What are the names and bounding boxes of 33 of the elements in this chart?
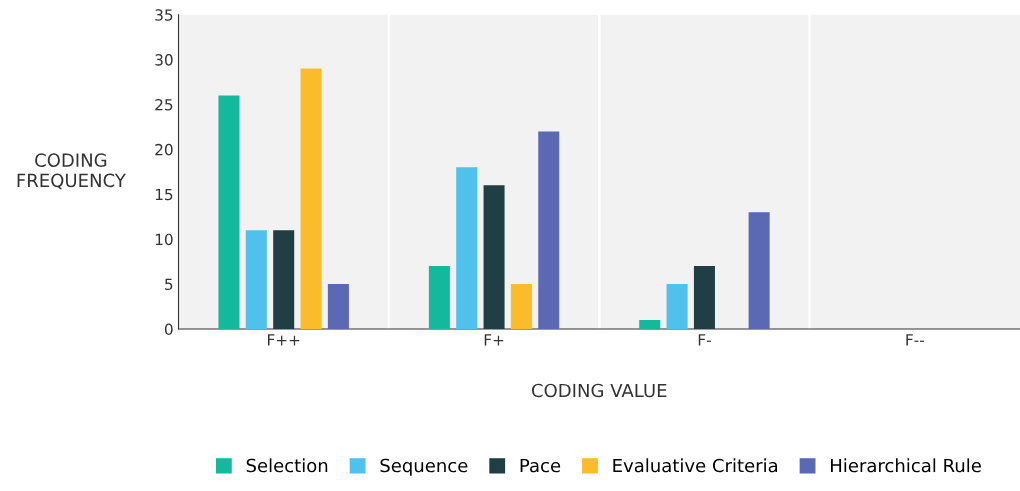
legend-label: Pace bbox=[520, 458, 561, 473]
x-axis-title: CODING VALUE bbox=[531, 383, 667, 398]
legend-label: Sequence bbox=[380, 458, 468, 476]
bar bbox=[456, 167, 478, 329]
y-tick-label: 20 bbox=[155, 143, 173, 156]
legend-label: Hierarchical Rule bbox=[831, 458, 981, 473]
bar bbox=[666, 284, 688, 329]
bar bbox=[327, 284, 349, 329]
bar bbox=[510, 284, 532, 329]
bar bbox=[428, 266, 450, 329]
bar bbox=[218, 95, 240, 329]
legend-label: Selection bbox=[246, 458, 328, 473]
y-tick-label: 30 bbox=[155, 54, 173, 66]
x-tick-label: F++ bbox=[267, 334, 300, 346]
y-tick-label: 5 bbox=[165, 278, 173, 291]
x-tick-label: F-- bbox=[906, 334, 924, 346]
y-tick-label: 25 bbox=[155, 98, 173, 111]
y-tick-label: 35 bbox=[155, 9, 173, 21]
bar bbox=[483, 185, 505, 329]
bar bbox=[693, 266, 715, 329]
bar bbox=[538, 131, 560, 329]
legend-label: Evaluative Criteria bbox=[613, 458, 778, 473]
bar bbox=[300, 68, 322, 329]
x-tick-label: F+ bbox=[484, 334, 504, 346]
y-tick-label: 0 bbox=[164, 323, 173, 335]
y-tick-label: 10 bbox=[155, 233, 173, 246]
y-axis-title: CODING FREQUENCY bbox=[17, 153, 126, 190]
bar bbox=[273, 230, 295, 329]
x-tick-label: F- bbox=[698, 334, 711, 346]
bar bbox=[748, 212, 770, 329]
bar bbox=[245, 230, 267, 329]
bar bbox=[639, 319, 661, 329]
y-tick-label: 15 bbox=[155, 188, 173, 201]
